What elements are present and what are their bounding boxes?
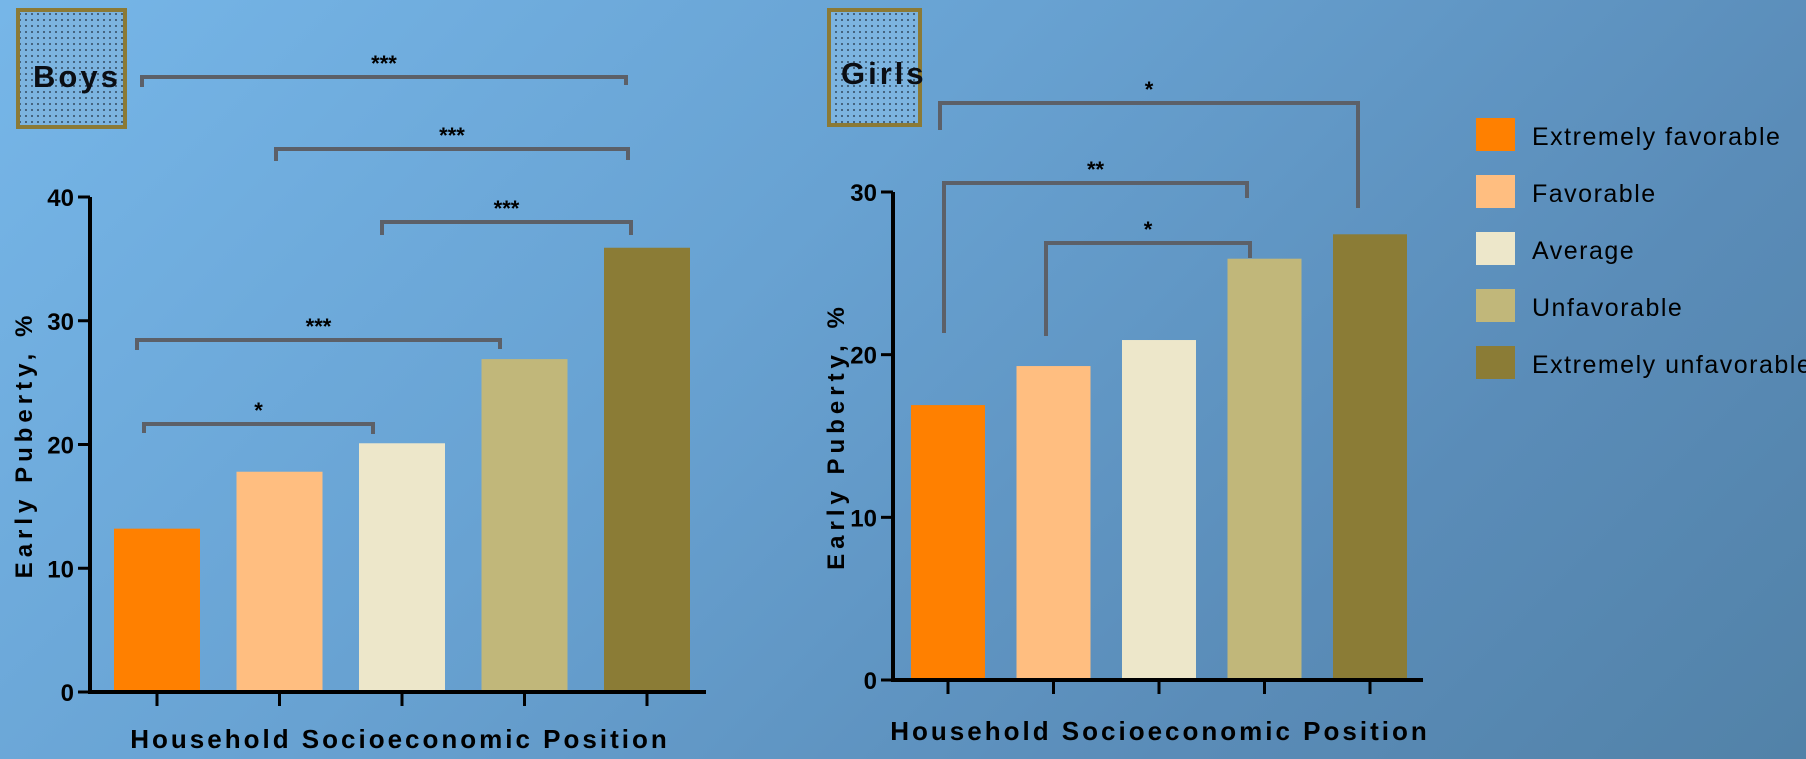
bar	[481, 359, 568, 692]
x-axis-title: Household Socioeconomic Position	[130, 724, 670, 754]
legend-swatch	[1476, 118, 1515, 151]
y-tick-label: 0	[61, 680, 74, 707]
panel-label-box	[16, 8, 127, 129]
significance-bracket	[142, 422, 375, 434]
legend-label: Unfavorable	[1532, 294, 1683, 322]
legend-label: Average	[1532, 237, 1635, 265]
panel-label: Boys	[33, 59, 121, 94]
y-axis-title: Early Puberty, %	[823, 302, 850, 570]
bar	[1227, 258, 1302, 680]
y-tick-label: 20	[850, 343, 877, 370]
y-tick-label: 30	[850, 180, 877, 207]
legend-label: Extremely unfavorable	[1532, 351, 1806, 379]
significance-label: ***	[494, 196, 520, 221]
legend-swatch	[1476, 175, 1515, 208]
significance-label: **	[1087, 157, 1105, 182]
y-tick-label: 30	[47, 309, 74, 336]
legend-swatch	[1476, 346, 1515, 379]
significance-bracket	[942, 181, 1249, 333]
y-axis-title: Early Puberty, %	[11, 311, 38, 579]
significance-bracket	[380, 220, 633, 235]
boys-chart: Boys 0 10 20 30 40 Early Puberty, % Household S…	[11, 8, 706, 754]
significance-label: ***	[371, 51, 397, 76]
significance-bracket	[140, 75, 628, 87]
significance-label: ***	[439, 123, 465, 148]
bar	[1122, 340, 1196, 680]
significance-bracket	[135, 338, 502, 350]
legend-label: Extremely favorable	[1532, 123, 1781, 151]
significance-bracket	[1044, 241, 1252, 336]
bar	[114, 528, 200, 692]
y-tick-label: 40	[47, 185, 74, 212]
legend-label: Favorable	[1532, 180, 1657, 208]
significance-label: *	[254, 398, 263, 423]
legend-swatch	[1476, 289, 1515, 322]
significance-bracket	[938, 101, 1360, 208]
bar	[359, 443, 445, 692]
bar	[1333, 234, 1407, 680]
panel-label-box	[827, 8, 922, 127]
girls-chart: Girls 0 10 20 30 Early Puberty, % Household So…	[823, 8, 1430, 746]
y-tick-label: 10	[47, 556, 74, 583]
panel-label: Girls	[841, 56, 927, 91]
bar	[911, 405, 985, 680]
y-tick-label: 20	[47, 433, 74, 460]
chart-legend: Extremely favorable Favorable Average Unfav…	[1476, 118, 1806, 379]
significance-label: ***	[306, 314, 332, 339]
significance-label: *	[1144, 217, 1153, 242]
x-axis-title: Household Socioeconomic Position	[890, 716, 1430, 746]
significance-bracket	[274, 147, 630, 161]
legend-swatch	[1476, 232, 1515, 265]
y-tick-label: 10	[850, 505, 877, 532]
bar	[604, 247, 690, 693]
bar	[1016, 366, 1091, 680]
bar	[236, 471, 323, 692]
significance-label: *	[1145, 77, 1154, 102]
y-tick-label: 0	[864, 668, 877, 695]
